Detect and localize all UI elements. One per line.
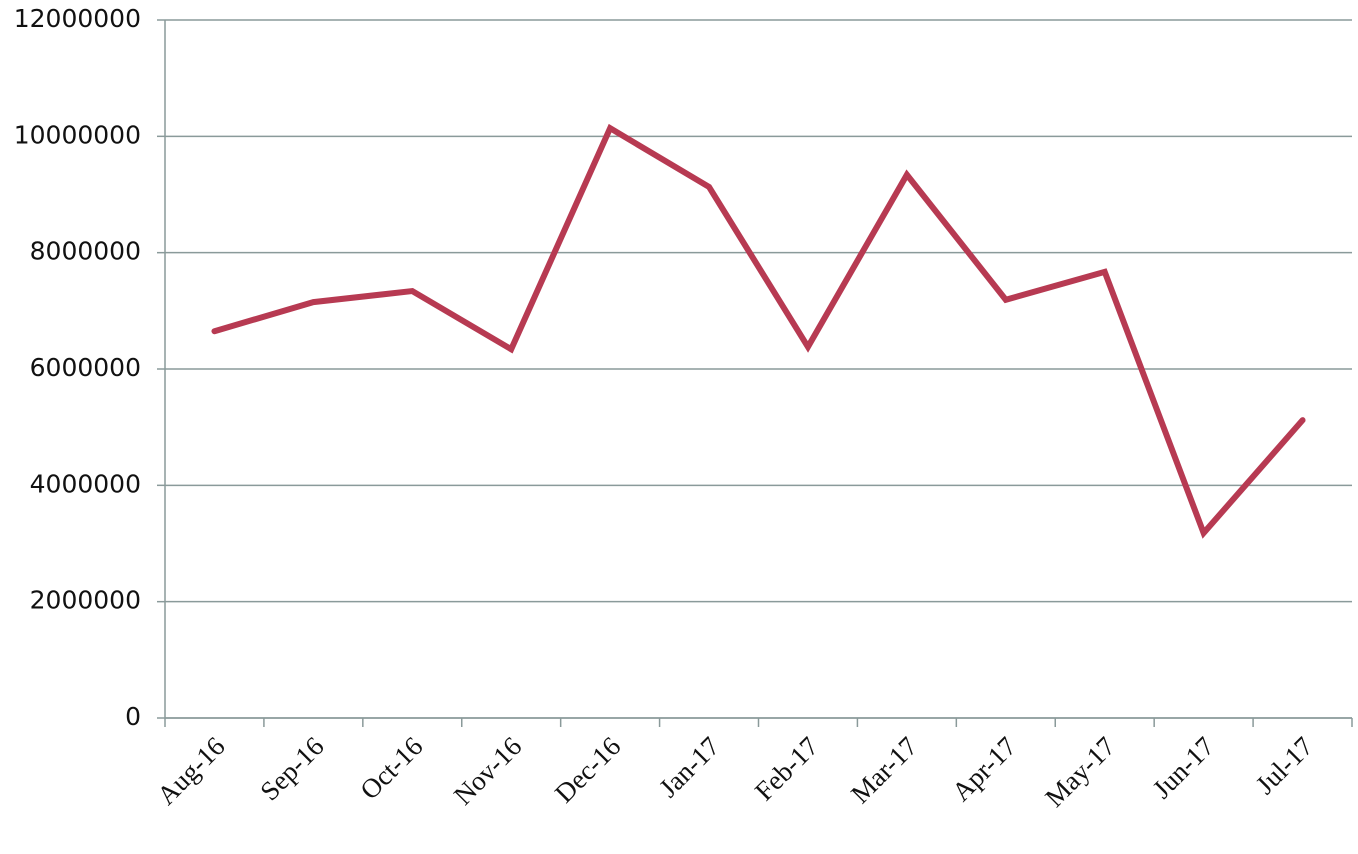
x-tick-label: Apr-17: [946, 731, 1022, 807]
x-tick-label: Jun-17: [1147, 731, 1220, 804]
x-tick-label: Aug-16: [151, 731, 231, 811]
y-tick-label: 8000000: [30, 237, 141, 266]
y-tick-label: 0: [125, 702, 141, 731]
x-tick-label: May-17: [1039, 731, 1121, 813]
y-tick-label: 4000000: [30, 469, 141, 498]
y-tick-label: 10000000: [14, 120, 141, 149]
y-tick-label: 6000000: [30, 353, 141, 382]
x-tick-label: Feb-17: [749, 731, 824, 806]
y-tick-label: 2000000: [30, 586, 141, 615]
y-tick-label: 12000000: [14, 4, 141, 33]
x-tick-label: Oct-16: [354, 731, 428, 805]
x-tick-label: Mar-17: [845, 731, 923, 809]
x-tick-label: Sep-16: [254, 731, 329, 806]
x-tick-label: Dec-16: [549, 731, 626, 808]
x-tick-label: Jan-17: [653, 731, 725, 803]
x-tick-label: Nov-16: [448, 731, 528, 811]
x-tick-label: Jul-17: [1250, 731, 1319, 800]
data-line: [211, 123, 1306, 539]
